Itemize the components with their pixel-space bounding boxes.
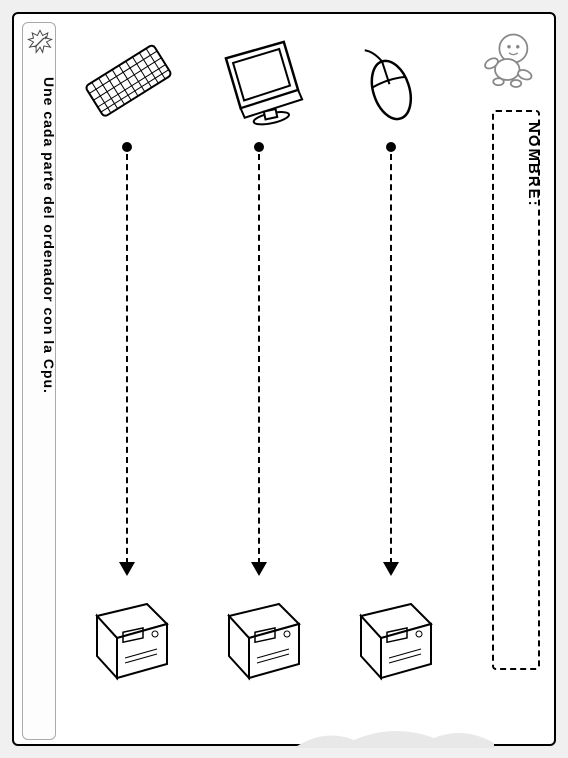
tracing-line[interactable] (126, 154, 128, 564)
monitor-icon (204, 34, 314, 134)
start-dot (386, 142, 396, 152)
tracing-column-1 (72, 34, 182, 734)
cpu-icon (341, 586, 441, 686)
arrow-head-icon (119, 562, 135, 576)
tracing-column-2 (204, 34, 314, 734)
cpu-icon (77, 586, 177, 686)
name-field-box[interactable]: NOMBRE: (492, 110, 540, 670)
arrow-head-icon (251, 562, 267, 576)
mascot-character-icon (474, 24, 544, 94)
cpu-icon (209, 586, 309, 686)
pencil-starburst-icon (27, 29, 53, 55)
arrow-head-icon (383, 562, 399, 576)
start-dot (122, 142, 132, 152)
torn-paper-decoration (294, 718, 494, 748)
name-field-label: NOMBRE: (494, 122, 542, 208)
mouse-icon (336, 34, 446, 134)
worksheet-page: Une cada parte del ordenador con la Cpu.… (12, 12, 556, 746)
instruction-sidebar: Une cada parte del ordenador con la Cpu. (22, 22, 56, 740)
instruction-text: Une cada parte del ordenador con la Cpu. (23, 73, 57, 733)
start-dot (254, 142, 264, 152)
tracing-line[interactable] (390, 154, 392, 564)
tracing-column-3 (336, 34, 446, 734)
keyboard-icon (72, 34, 182, 134)
tracing-line[interactable] (258, 154, 260, 564)
